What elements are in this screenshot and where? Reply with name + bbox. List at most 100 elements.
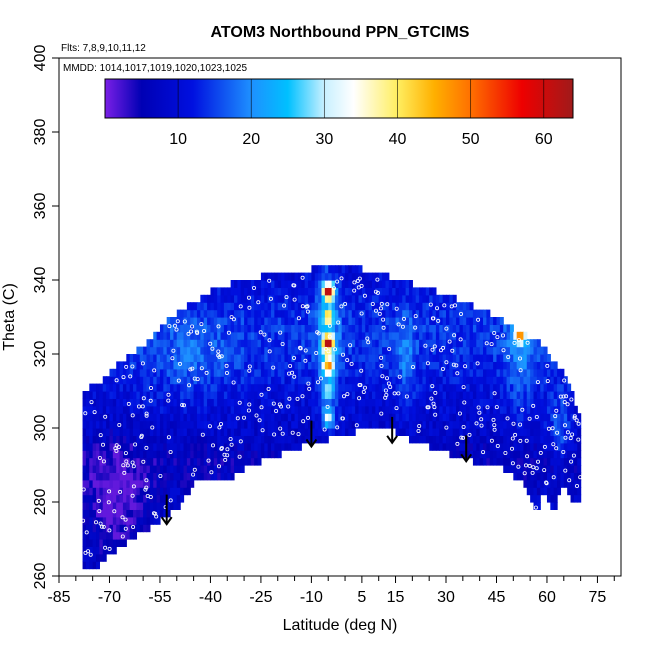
sample-point xyxy=(278,330,283,335)
heatmap-cell xyxy=(304,405,309,414)
heatmap-cell xyxy=(129,502,134,510)
sample-point xyxy=(428,302,433,307)
heatmap-cell xyxy=(304,346,309,355)
heatmap-cell xyxy=(546,368,551,377)
heatmap-cell xyxy=(483,450,487,459)
heatmap-cell xyxy=(395,361,400,370)
heatmap-cell xyxy=(116,494,121,503)
heatmap-cell xyxy=(277,339,282,348)
heatmap-cell xyxy=(435,302,440,311)
heatmap-cell xyxy=(106,502,111,510)
heatmap-cell xyxy=(213,346,218,355)
heatmap-cell xyxy=(294,324,299,333)
heatmap-cell xyxy=(99,487,104,496)
heatmap-cell xyxy=(321,309,326,318)
heatmap-cell xyxy=(331,428,336,436)
heatmap-cell xyxy=(146,376,151,385)
heatmap-cell xyxy=(513,457,518,466)
heatmap-cell xyxy=(345,339,350,348)
heatmap-cell xyxy=(318,317,323,325)
heatmap-cell xyxy=(281,324,286,333)
heatmap-cell xyxy=(338,346,343,355)
sample-point xyxy=(231,317,236,322)
sample-point xyxy=(130,413,135,418)
heatmap-cell xyxy=(513,368,518,377)
heatmap-cell xyxy=(368,331,373,340)
heatmap-cell xyxy=(365,287,370,296)
heatmap-cell xyxy=(314,331,319,340)
heatmap-cell xyxy=(425,309,430,318)
heatmap-cell xyxy=(540,420,545,429)
heatmap-cell xyxy=(163,442,168,451)
heatmap-cell xyxy=(220,457,225,466)
heatmap-cell xyxy=(207,346,212,355)
heatmap-cell xyxy=(247,280,252,288)
heatmap-cell xyxy=(456,398,461,407)
heatmap-cell xyxy=(331,294,336,303)
heatmap-cell xyxy=(509,376,514,385)
heatmap-cell xyxy=(388,346,393,355)
heatmap-cell xyxy=(311,391,316,399)
heatmap-cell xyxy=(186,420,191,429)
sample-point xyxy=(206,458,211,463)
heatmap-cell xyxy=(378,346,383,355)
sample-point xyxy=(218,421,223,426)
heatmap-cell xyxy=(139,346,144,355)
heatmap-cell xyxy=(368,398,373,407)
heatmap-cell xyxy=(116,457,121,466)
heatmap-cell xyxy=(388,339,393,348)
sample-point xyxy=(301,419,306,424)
heatmap-cell xyxy=(260,420,265,429)
heatmap-cell xyxy=(244,450,249,459)
heatmap-cell xyxy=(456,339,461,348)
heatmap-cell xyxy=(159,361,164,370)
heatmap-cell xyxy=(503,391,508,399)
heatmap-cell xyxy=(395,287,400,296)
heatmap-cell xyxy=(304,376,309,385)
heatmap-cell xyxy=(361,405,366,414)
sample-point xyxy=(216,324,221,329)
heatmap-cell xyxy=(297,376,302,385)
heatmap-cell xyxy=(173,339,178,348)
heatmap-cell xyxy=(102,435,107,444)
heatmap-cell xyxy=(284,339,289,348)
heatmap-cell xyxy=(287,368,292,377)
heatmap-cell xyxy=(493,331,498,340)
heatmap-cell xyxy=(149,472,154,481)
heatmap-cell xyxy=(419,309,424,318)
sample-point xyxy=(362,385,367,390)
sample-point xyxy=(463,364,468,369)
heatmap-cell xyxy=(563,472,568,481)
heatmap-cell xyxy=(449,442,454,451)
heatmap-cell xyxy=(99,413,104,422)
heatmap-cell xyxy=(277,302,282,311)
heatmap-cell xyxy=(557,479,562,488)
heatmap-cell xyxy=(281,420,286,429)
sample-point xyxy=(545,363,550,368)
heatmap-cell xyxy=(183,391,188,399)
sample-point xyxy=(280,341,285,346)
heatmap-cell xyxy=(96,502,100,510)
heatmap-cell xyxy=(388,309,393,318)
heatmap-cell xyxy=(223,428,228,436)
heatmap-cell xyxy=(284,383,289,392)
heatmap-cell xyxy=(415,383,420,392)
heatmap-cell xyxy=(439,294,444,303)
heatmap-cell xyxy=(408,376,413,385)
heatmap-cell xyxy=(82,398,87,407)
heatmap-cell xyxy=(203,465,208,473)
heatmap-cell xyxy=(355,376,360,385)
heatmap-cell xyxy=(213,405,218,414)
heatmap-cell xyxy=(112,420,117,429)
heatmap-cell xyxy=(557,383,562,392)
sample-point xyxy=(216,353,221,358)
heatmap-cell xyxy=(412,413,417,422)
heatmap-cell xyxy=(284,317,289,325)
heatmap-cell xyxy=(371,405,376,414)
heatmap-cell xyxy=(136,479,141,488)
heatmap-cell xyxy=(217,383,222,392)
heatmap-cell xyxy=(543,398,548,407)
sample-point xyxy=(527,463,532,468)
heatmap-cell xyxy=(89,487,94,496)
heatmap-cell xyxy=(479,442,484,451)
